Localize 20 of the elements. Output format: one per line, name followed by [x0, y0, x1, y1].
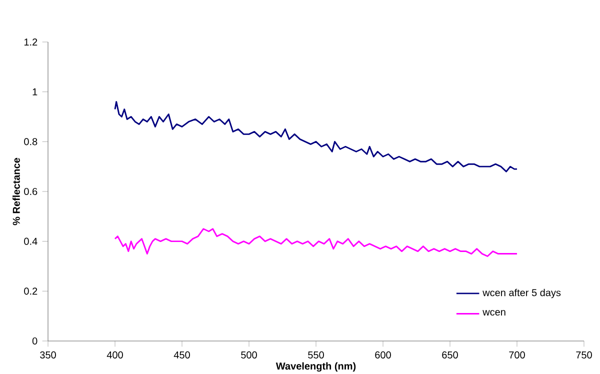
y-axis-title: % Reflectance	[12, 158, 20, 226]
x-tick-label: 450	[174, 351, 190, 358]
y-tick-label: 0.6	[24, 188, 38, 196]
x-tick-label: 500	[241, 351, 257, 358]
x-tick-label: 600	[375, 351, 391, 358]
x-tick-label: 700	[509, 351, 525, 358]
legend-label: wcen	[482, 310, 506, 316]
y-tick-label: 0.8	[24, 138, 38, 146]
x-tick-label: 400	[106, 351, 123, 358]
x-tick-label: 750	[576, 351, 592, 358]
y-tick-label: 0	[32, 337, 38, 345]
x-axis-title: Wavelength (nm)	[276, 362, 356, 372]
legend-label: wcen after 5 days	[482, 288, 561, 298]
x-tick-label: 550	[308, 351, 324, 358]
y-tick-label: 1	[32, 88, 38, 96]
y-tick-label: 0.2	[24, 288, 38, 295]
x-tick-label: 350	[40, 351, 56, 358]
y-tick-label: 1.2	[24, 38, 38, 46]
x-tick-label: 650	[442, 351, 458, 358]
y-tick-label: 0.4	[24, 238, 38, 245]
